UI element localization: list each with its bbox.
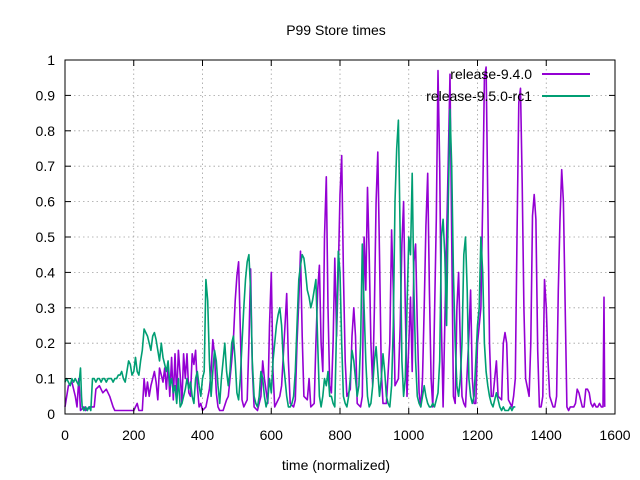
- x-tick-label: 1400: [531, 427, 562, 443]
- legend-label: release-9.5.0-rc1: [426, 88, 532, 104]
- y-tick-label: 0.1: [36, 371, 56, 387]
- x-tick-label: 600: [260, 427, 284, 443]
- x-tick-label: 800: [328, 427, 352, 443]
- series-layer: [64, 66, 606, 412]
- x-tick-label: 400: [191, 427, 215, 443]
- x-tick-label: 0: [61, 427, 69, 443]
- y-tick-label: 0.9: [36, 87, 56, 103]
- y-tick-label: 0.8: [36, 123, 56, 139]
- y-tick-label: 0.5: [36, 229, 56, 245]
- x-tick-label: 200: [122, 427, 146, 443]
- chart-title: P99 Store times: [286, 22, 386, 38]
- legend-label: release-9.4.0: [450, 66, 532, 82]
- x-tick-label: 1200: [462, 427, 493, 443]
- series-line-1: [64, 66, 606, 412]
- y-tick-label: 0: [47, 406, 55, 422]
- series-line-2: [64, 108, 516, 412]
- x-axis-label: time (normalized): [282, 457, 390, 473]
- y-tick-label: 1: [47, 52, 55, 68]
- axis-ticks: 0 0.1 0.2 0.3 0.4 0.5 0.6 0.7 0.8 0.9 1 0 200 400 600 8…: [36, 52, 631, 443]
- y-tick-label: 0.2: [36, 335, 56, 351]
- x-tick-label: 1000: [393, 427, 424, 443]
- y-tick-label: 0.4: [36, 264, 56, 280]
- x-tick-label: 1600: [599, 427, 630, 443]
- y-tick-label: 0.3: [36, 300, 56, 316]
- legend: release-9.4.0 release-9.5.0-rc1: [426, 66, 590, 104]
- y-tick-label: 0.6: [36, 194, 56, 210]
- y-tick-label: 0.7: [36, 158, 56, 174]
